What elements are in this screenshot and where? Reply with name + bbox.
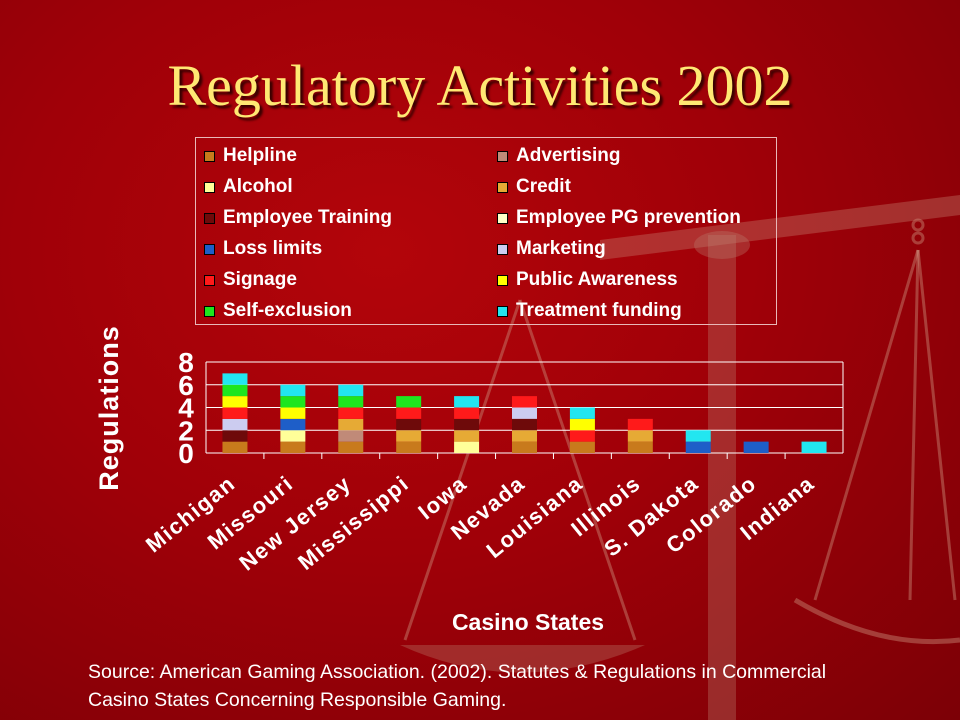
- legend-swatch: [204, 150, 215, 162]
- legend-swatch: [204, 305, 215, 317]
- bar-segment-loss-limits: [685, 441, 711, 453]
- bar-segment-signage: [569, 430, 595, 442]
- bar-segment-treatment-funding: [454, 396, 480, 408]
- legend-label: Treatment funding: [516, 300, 682, 321]
- bar-segment-treatment-funding: [801, 441, 827, 453]
- legend-label: Self-exclusion: [223, 300, 352, 321]
- bar-segment-public-awareness: [280, 407, 306, 419]
- bar-segment-treatment-funding: [222, 373, 248, 385]
- bar-segment-treatment-funding: [280, 384, 306, 397]
- legend-swatch: [204, 212, 215, 224]
- legend-item-helpline: Helpline: [204, 145, 297, 167]
- bar-segment-signage: [396, 407, 422, 419]
- bar-segment-helpline: [512, 441, 537, 453]
- legend-item-signage: Signage: [204, 269, 297, 291]
- bar-segment-self-exclusion: [396, 396, 422, 408]
- bar-segment-employee-training: [396, 418, 422, 431]
- bar-segment-credit: [338, 418, 364, 431]
- chart-legend: Helpline Advertising Alcohol Credit Employee…: [195, 137, 777, 325]
- bar-segment-advertising: [338, 430, 364, 442]
- bar-segment-employee-training: [222, 430, 248, 442]
- bar-segment-helpline: [222, 441, 248, 453]
- bar-segment-loss-limits: [743, 441, 769, 453]
- legend-label: Credit: [516, 176, 571, 197]
- bar-segment-public-awareness: [569, 418, 595, 431]
- y-tick-label: 8: [178, 347, 194, 378]
- bar-segment-treatment-funding: [569, 407, 595, 419]
- bar-segment-signage: [338, 407, 364, 419]
- bar-segment-treatment-funding: [685, 430, 711, 442]
- source-citation: Source: American Gaming Association. (20…: [88, 661, 827, 711]
- legend-item-credit: Credit: [497, 176, 571, 198]
- legend-swatch: [497, 212, 508, 224]
- legend-label: Public Awareness: [516, 269, 678, 290]
- y-axis-label: Regulations: [94, 325, 124, 491]
- legend-item-advertising: Advertising: [497, 145, 621, 167]
- y-tick-label: 0: [178, 438, 194, 469]
- legend-item-employee-pg-prevention: Employee PG prevention: [497, 207, 741, 229]
- bar-segment-self-exclusion: [280, 396, 306, 408]
- legend-label: Employee PG prevention: [516, 207, 741, 228]
- bar-segment-helpline: [396, 441, 422, 453]
- legend-swatch: [497, 305, 508, 317]
- bar-segment-credit: [627, 430, 653, 442]
- x-axis-label: Casino States: [452, 609, 604, 635]
- slide-title: Regulatory Activities 2002: [167, 53, 793, 118]
- bar-segment-alcohol: [454, 441, 480, 453]
- bar-segment-loss-limits: [280, 418, 306, 431]
- legend-item-treatment-funding: Treatment funding: [497, 300, 682, 322]
- bar-segment-marketing: [222, 418, 248, 431]
- legend-swatch: [497, 150, 508, 162]
- legend-item-marketing: Marketing: [497, 238, 606, 260]
- y-tick-label: 6: [178, 370, 194, 401]
- legend-label: Signage: [223, 269, 297, 290]
- legend-label: Alcohol: [223, 176, 293, 197]
- legend-swatch: [204, 181, 215, 193]
- legend-swatch: [497, 274, 508, 286]
- bar-segment-alcohol: [280, 430, 306, 442]
- legend-label: Employee Training: [223, 207, 392, 228]
- legend-swatch: [497, 243, 508, 255]
- bar-segment-helpline: [280, 441, 306, 453]
- bar-segment-credit: [454, 430, 480, 442]
- bar-segment-employee-training: [454, 418, 480, 431]
- y-tick-label: 2: [178, 415, 194, 446]
- bar-segment-signage: [222, 407, 248, 419]
- bar-segment-signage: [627, 418, 653, 431]
- legend-label: Loss limits: [223, 238, 323, 259]
- bar-segment-credit: [396, 430, 422, 442]
- bar-segment-helpline: [627, 441, 653, 453]
- y-tick-label: 4: [178, 393, 194, 424]
- bar-segment-self-exclusion: [338, 396, 364, 408]
- bar-segment-signage: [454, 407, 480, 419]
- bar-segment-self-exclusion: [222, 384, 248, 397]
- bar-segment-treatment-funding: [338, 384, 364, 397]
- legend-swatch: [204, 243, 215, 255]
- bar-segment-signage: [512, 396, 537, 408]
- legend-swatch: [204, 274, 215, 286]
- legend-label: Helpline: [223, 145, 297, 166]
- bar-segment-public-awareness: [222, 396, 248, 408]
- legend-label: Marketing: [516, 238, 606, 259]
- legend-item-alcohol: Alcohol: [204, 176, 293, 198]
- bar-segment-credit: [512, 430, 537, 442]
- bar-segment-helpline: [569, 441, 595, 453]
- legend-item-public-awareness: Public Awareness: [497, 269, 678, 291]
- bar-segment-helpline: [338, 441, 364, 453]
- legend-label: Advertising: [516, 145, 621, 166]
- bar-segment-employee-training: [512, 418, 537, 431]
- legend-item-loss-limits: Loss limits: [204, 238, 322, 260]
- legend-item-self-exclusion: Self-exclusion: [204, 300, 352, 322]
- legend-swatch: [497, 181, 508, 193]
- bar-segment-marketing: [512, 407, 537, 419]
- legend-item-employee-training: Employee Training: [204, 207, 392, 229]
